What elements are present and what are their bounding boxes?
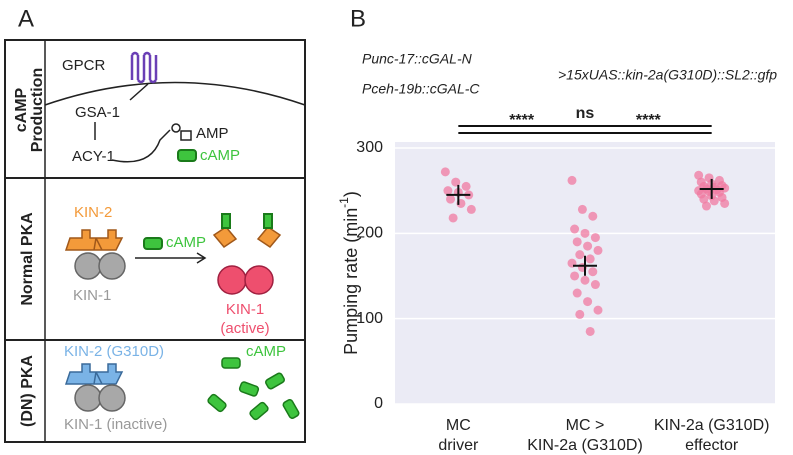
data-point (443, 186, 453, 196)
genotype-driver: Punc-17::cGAL-N (362, 51, 473, 67)
data-point (699, 194, 709, 204)
kin2-icon (64, 229, 124, 251)
camp-icon (143, 237, 163, 250)
arrow (111, 129, 171, 163)
data-point (461, 181, 471, 191)
frame (4, 39, 306, 443)
amp-icon (171, 123, 181, 133)
data-point (440, 167, 450, 177)
arrow (129, 83, 149, 101)
data-point (575, 309, 585, 319)
data-point (570, 224, 580, 234)
label: cAMP (166, 234, 206, 251)
data-point (580, 275, 590, 285)
data-point (590, 280, 600, 290)
label: KIN-1 (226, 301, 264, 318)
label: KIN-1 (inactive) (64, 416, 167, 433)
data-point (466, 204, 476, 214)
significance-label: **** (509, 112, 535, 129)
y-axis-label-part: -1 (337, 197, 351, 208)
y-tick-label: 300 (356, 139, 383, 156)
data-point (446, 194, 456, 204)
data-point (583, 241, 593, 251)
data-point (567, 175, 577, 185)
data-point (580, 228, 590, 238)
label: KIN-2 (74, 204, 112, 221)
y-axis-label-part: Pumping rate (min (341, 208, 361, 355)
data-point (577, 204, 587, 214)
label: (active) (220, 320, 269, 337)
data-point (588, 211, 598, 221)
significance-label: **** (636, 112, 662, 129)
label: KIN-2 (G310D) (64, 343, 164, 360)
kin2-icon (212, 226, 282, 248)
data-point (720, 198, 730, 208)
data-point (572, 237, 582, 247)
camp-icon (177, 149, 197, 162)
data-point (590, 233, 600, 243)
x-tick-label: MC > (566, 417, 605, 434)
data-point (593, 305, 603, 315)
side-label: cAMP (13, 87, 30, 132)
panel-label: A (18, 5, 34, 32)
gpcr-icon (130, 51, 158, 84)
kin1-icon (217, 265, 247, 295)
label: GPCR (62, 57, 106, 74)
label: AMP (196, 125, 229, 142)
significance-label: ns (576, 105, 595, 122)
kin1-icon (244, 265, 274, 295)
x-tick-label: KIN-2a (G310D) (654, 417, 770, 434)
data-point (593, 245, 603, 255)
panel-a-text: cAMP Production Normal PKA (DN) PKA GPCR… (13, 57, 286, 433)
kin2-icon (64, 363, 124, 385)
panel-a (4, 39, 306, 443)
side-label: (DN) PKA (19, 355, 36, 427)
kin1-icon (98, 384, 126, 412)
side-label: Normal PKA (19, 212, 36, 306)
arrow (135, 252, 207, 264)
genotype-driver: Pceh-19b::cGAL-C (362, 81, 480, 97)
data-point (585, 326, 595, 336)
data-point (701, 201, 711, 211)
y-axis-label-part: ) (341, 191, 361, 197)
y-tick-label: 200 (356, 225, 383, 242)
label: GSA-1 (75, 104, 120, 121)
data-point (570, 271, 580, 281)
data-point (448, 213, 458, 223)
x-tick-label: MC (446, 417, 471, 434)
amp-icon (180, 130, 192, 141)
panel-label: B (350, 5, 366, 32)
data-point (572, 288, 582, 298)
kin1-icon (74, 384, 102, 412)
label: cAMP (200, 147, 240, 164)
data-point (588, 267, 598, 277)
camp-icon (263, 213, 273, 229)
side-label: Production (29, 68, 46, 152)
x-tick-label: driver (438, 437, 479, 454)
camp-icon (221, 213, 231, 229)
kin1-icon (98, 252, 126, 280)
data-point (694, 170, 704, 180)
data-point (585, 254, 595, 264)
genotype-effector: >15xUAS::kin-2a(G310D)::SL2::gfp (558, 67, 777, 83)
x-tick-label: effector (685, 437, 739, 454)
data-point (583, 297, 593, 307)
camp-icons (207, 357, 300, 421)
data-point (451, 177, 461, 187)
membrane (44, 81, 306, 106)
kin1-icon (74, 252, 102, 280)
x-tick-label: KIN-2a (G310D) (527, 437, 643, 454)
label: cAMP (246, 343, 286, 360)
y-tick-label: 0 (374, 395, 383, 412)
label: KIN-1 (73, 287, 111, 304)
y-axis-label: Pumping rate (min-1) (337, 191, 361, 355)
y-tick-label: 100 (356, 310, 383, 327)
data-point (575, 250, 585, 260)
label: ACY-1 (72, 148, 115, 165)
